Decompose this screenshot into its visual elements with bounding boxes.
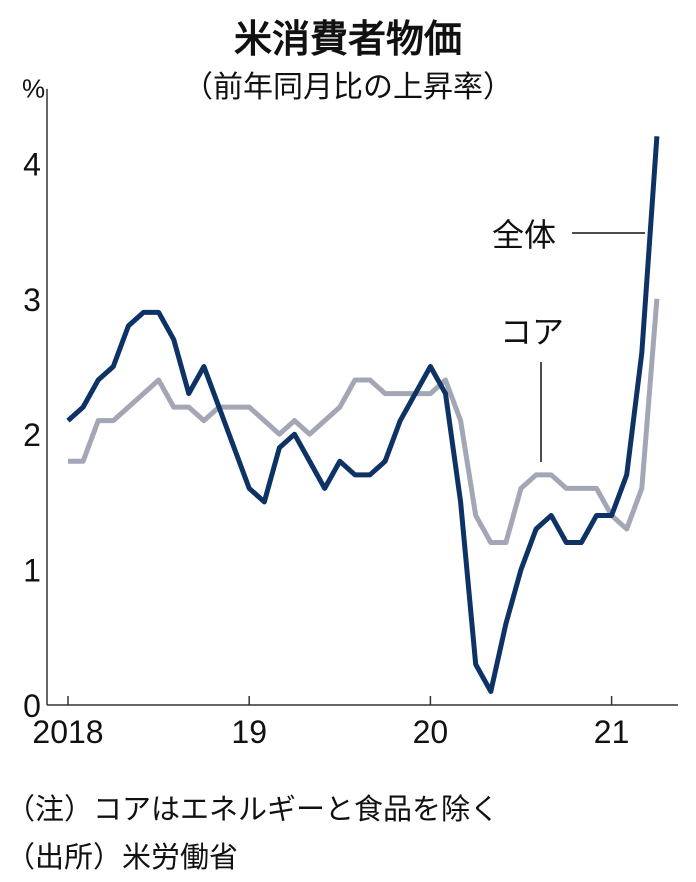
chart-subtitle: （前年同月比の上昇率） <box>183 70 513 105</box>
x-tick-label: 21 <box>594 714 630 750</box>
series-label-all: 全体 <box>492 216 556 254</box>
note: （注）コアはエネルギーと食品を除く <box>6 792 500 826</box>
y-unit: % <box>22 74 45 104</box>
y-tick-label: 4 <box>23 146 41 182</box>
chart-title: 米消費者物価 <box>233 17 462 61</box>
x-tick-label: 19 <box>231 714 267 750</box>
series-line-core <box>68 298 660 546</box>
y-tick-label: 0 <box>23 688 41 724</box>
source: （出所）米労働省 <box>6 840 239 874</box>
y-tick-label: 2 <box>23 417 41 453</box>
x-tick-label: 20 <box>413 714 449 750</box>
y-tick-label: 3 <box>23 282 41 318</box>
x-tick-label: 2018 <box>32 714 103 750</box>
y-tick-label: 1 <box>23 553 41 589</box>
series-line-all <box>66 136 660 694</box>
series-label-core: コア <box>500 313 564 351</box>
